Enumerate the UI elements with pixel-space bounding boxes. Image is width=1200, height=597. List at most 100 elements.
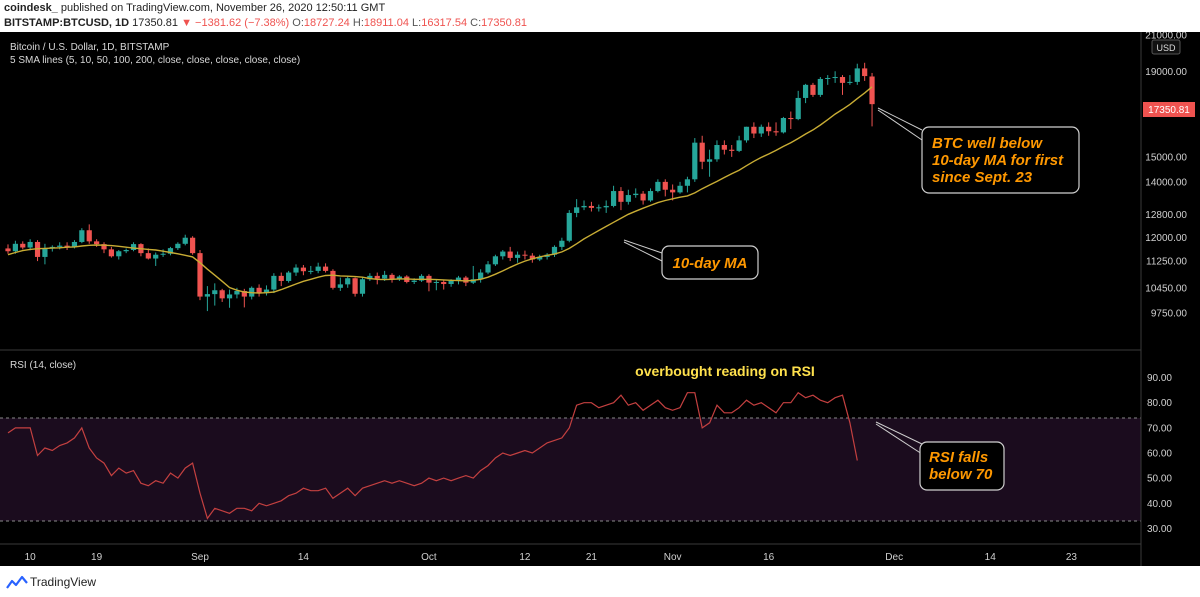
btc-annotation-line-2: 10-day MA for first — [932, 152, 1064, 169]
high-label: H: — [352, 17, 364, 29]
candle-body — [588, 205, 595, 208]
ma-callout-line-2 — [623, 241, 663, 262]
time-tick-label: 10 — [25, 552, 37, 563]
candle-body — [492, 256, 499, 265]
btc-annotation-line-3: since Sept. 23 — [932, 169, 1033, 186]
candle-body — [448, 280, 454, 285]
candle-body — [396, 276, 403, 280]
rsi-annotation-line-2: below 70 — [929, 466, 993, 483]
time-tick-label: 14 — [298, 552, 310, 563]
candle-body — [153, 254, 159, 259]
candle-body — [263, 289, 270, 294]
candle-body — [352, 278, 358, 294]
candles — [5, 62, 875, 312]
btc-annotation-line-1: BTC well below — [932, 135, 1043, 152]
candle-body — [478, 272, 484, 280]
current-price-label: 17350.81 — [1148, 105, 1190, 116]
candle-body — [411, 280, 417, 282]
candle-body — [559, 240, 565, 247]
symbol-line: BITSTAMP:BTCUSD, 1D 17350.81 ▼ −1381.62 … — [4, 17, 527, 29]
candle-body — [817, 78, 823, 95]
time-tick-label: 16 — [763, 552, 775, 563]
candle-body — [359, 279, 366, 294]
symbol: BITSTAMP:BTCUSD, 1D — [4, 17, 130, 29]
candle-body — [832, 77, 838, 79]
btc-callout-line-2 — [877, 109, 923, 141]
time-tick-label: Dec — [885, 552, 903, 563]
candle-body — [729, 149, 735, 151]
close-label: C: — [470, 17, 482, 29]
candle-body — [12, 243, 18, 252]
publisher-name[interactable]: coindesk_ — [4, 2, 58, 14]
candle-body — [743, 126, 750, 141]
candle-body — [167, 248, 174, 254]
ma-10-line — [7, 86, 873, 294]
time-tick-label: 19 — [91, 552, 103, 563]
close-value: 17350.81 — [481, 17, 528, 29]
candle-body — [234, 290, 240, 295]
candle-body — [300, 267, 306, 272]
rsi-annotation-line-1: RSI falls — [929, 449, 988, 466]
price-tick-label: 11250.00 — [1146, 257, 1187, 268]
candle-body — [389, 274, 395, 280]
candle-body — [197, 253, 203, 297]
candle-body — [507, 251, 513, 258]
time-tick-label: 12 — [519, 552, 531, 563]
ma-callout-line — [623, 239, 663, 254]
last-price: 17350.81 — [132, 17, 179, 29]
candle-body — [160, 253, 166, 255]
time-tick-label: Sep — [191, 552, 209, 563]
chart-area[interactable]: 21000.0019000.0017000.0015000.0014000.00… — [0, 31, 1200, 566]
candle-body — [382, 274, 388, 279]
candle-body — [455, 277, 462, 281]
candle-body — [751, 126, 757, 134]
rsi-tick-label: 50.00 — [1147, 474, 1172, 485]
candle-body — [57, 245, 63, 247]
tradingview-logo-icon[interactable] — [6, 575, 28, 589]
rsi-tick-label: 40.00 — [1147, 499, 1172, 510]
candle-body — [766, 126, 772, 132]
candle-body — [130, 244, 137, 250]
candle-body — [721, 145, 727, 150]
price-rsi-chart[interactable]: 21000.0019000.0017000.0015000.0014000.00… — [0, 31, 1200, 566]
candle-body — [27, 241, 33, 248]
candle-body — [463, 277, 469, 283]
candle-body — [625, 195, 631, 202]
time-tick-label: Nov — [664, 552, 682, 563]
open-value: 18727.24 — [303, 17, 350, 29]
candle-body — [345, 278, 351, 285]
rsi-axis: 90.00 80.00 70.00 60.00 50.00 40.00 30.00 — [1147, 373, 1172, 535]
low-value: 16317.54 — [421, 17, 468, 29]
chart-title: Bitcoin / U.S. Dollar, 1D, BITSTAMP — [10, 42, 170, 53]
candle-body — [596, 207, 602, 209]
candle-body — [330, 270, 336, 288]
candle-body — [79, 230, 85, 242]
candle-body — [802, 84, 809, 98]
time-tick-label: Oct — [421, 552, 437, 563]
candle-body — [116, 251, 122, 257]
candle-body — [684, 179, 691, 186]
candle-body — [825, 77, 831, 79]
candle-body — [226, 294, 233, 299]
candle-body — [337, 284, 343, 288]
high-value: 18911.04 — [363, 17, 409, 29]
candle-body — [699, 142, 705, 162]
tradingview-brand[interactable]: TradingView — [30, 575, 97, 589]
open-label: O: — [292, 17, 304, 29]
candle-body — [537, 256, 543, 260]
candle-body — [64, 245, 70, 247]
candle-body — [322, 266, 329, 271]
candle-body — [190, 237, 196, 254]
rsi-tick-label: 60.00 — [1147, 449, 1172, 460]
time-tick-label: 21 — [586, 552, 598, 563]
header: coindesk_ published on TradingView.com, … — [0, 0, 1200, 32]
candle-body — [647, 191, 654, 201]
price-tick-label: 12000.00 — [1145, 233, 1187, 244]
btc-annotation-box — [921, 126, 1080, 194]
candle-body — [788, 117, 794, 120]
price-tick-label: 10450.00 — [1145, 283, 1187, 294]
candle-body — [5, 248, 11, 252]
candle-body — [581, 205, 587, 208]
candle-body — [758, 126, 764, 134]
candle-body — [847, 81, 853, 83]
